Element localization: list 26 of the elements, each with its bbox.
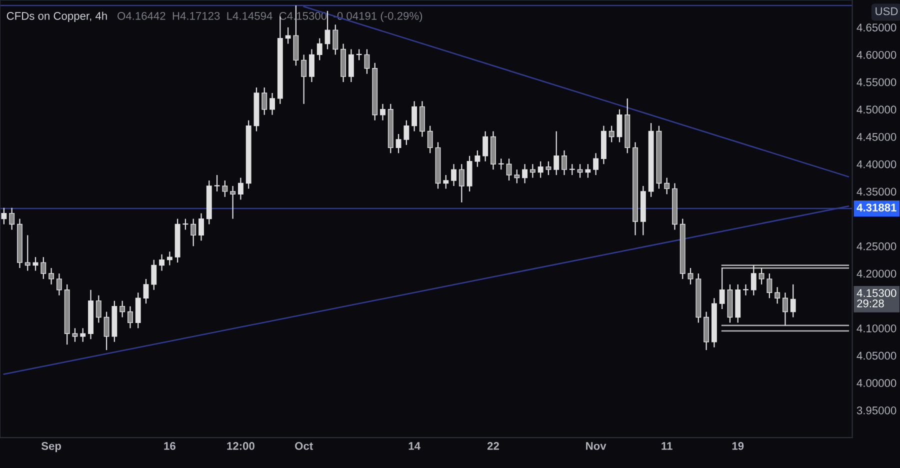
x-tick-label: 16 <box>164 442 176 450</box>
x-tick-label: 12:00 <box>227 442 254 450</box>
y-tick-label: 4.40000 <box>856 160 896 168</box>
y-tick-label: 4.65000 <box>856 24 896 32</box>
y-tick-label: 4.20000 <box>856 270 896 278</box>
y-tick-label: 4.50000 <box>856 106 896 114</box>
x-tick-label: 19 <box>732 442 744 450</box>
y-tick-label: 4.10000 <box>856 324 896 332</box>
text: CFDs on Copper, 4h <box>6 12 107 22</box>
x-tick-label: 22 <box>487 442 499 450</box>
text: 4.15300 29:28 <box>856 289 896 308</box>
y-tick-label: 3.95000 <box>856 406 896 414</box>
ref-line-label: 4.31881 <box>856 204 896 212</box>
y-tick-label: 4.55000 <box>856 78 896 86</box>
y-tick-label: 4.60000 <box>856 50 896 59</box>
x-tick-label: 14 <box>408 442 420 450</box>
y-tick-label: 4.05000 <box>856 352 896 360</box>
x-tick-label: 11 <box>662 442 672 450</box>
y-axis-title: USD <box>876 7 898 16</box>
x-tick-label: Oct <box>295 442 313 450</box>
y-tick-label: 4.00000 <box>856 379 896 388</box>
y-tick-label: 4.45000 <box>856 133 896 141</box>
y-tick-label: 4.25000 <box>856 242 896 250</box>
y-tick-label: 4.35000 <box>856 188 896 196</box>
x-tick-label: Sep <box>41 442 62 452</box>
x-tick-label: Nov <box>586 442 606 450</box>
